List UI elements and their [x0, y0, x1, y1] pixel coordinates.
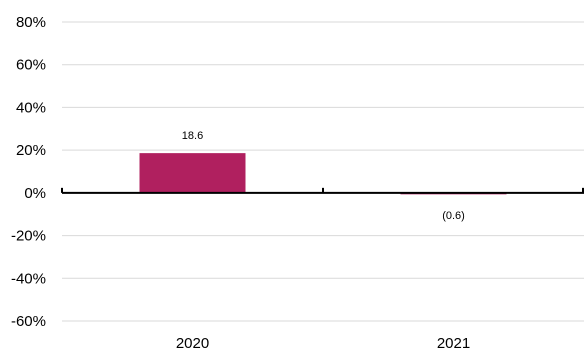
data-label-2021: (0.6): [442, 210, 465, 222]
bar-2020: [139, 153, 246, 193]
zero-axis: [61, 187, 584, 194]
x-axis-category-labels: 2020 2021: [176, 335, 470, 349]
y-tick-label: -40%: [11, 270, 46, 287]
y-tick-label: 80%: [16, 14, 46, 31]
x-tick-label-2021: 2021: [437, 335, 470, 349]
y-tick-label: 0%: [24, 185, 46, 202]
data-labels: 18.6 (0.6): [182, 130, 465, 222]
y-axis-tick-labels: 80% 60% 40% 20% 0% -20% -40% -60%: [11, 14, 46, 330]
y-tick-label: -20%: [11, 228, 46, 245]
gridlines: [62, 21, 584, 322]
y-tick-label: 40%: [16, 99, 46, 116]
x-tick-label-2020: 2020: [176, 335, 209, 349]
y-tick-label: 20%: [16, 142, 46, 159]
y-tick-label: 60%: [16, 57, 46, 74]
data-label-2020: 18.6: [182, 130, 203, 142]
y-tick-label: -60%: [11, 313, 46, 330]
